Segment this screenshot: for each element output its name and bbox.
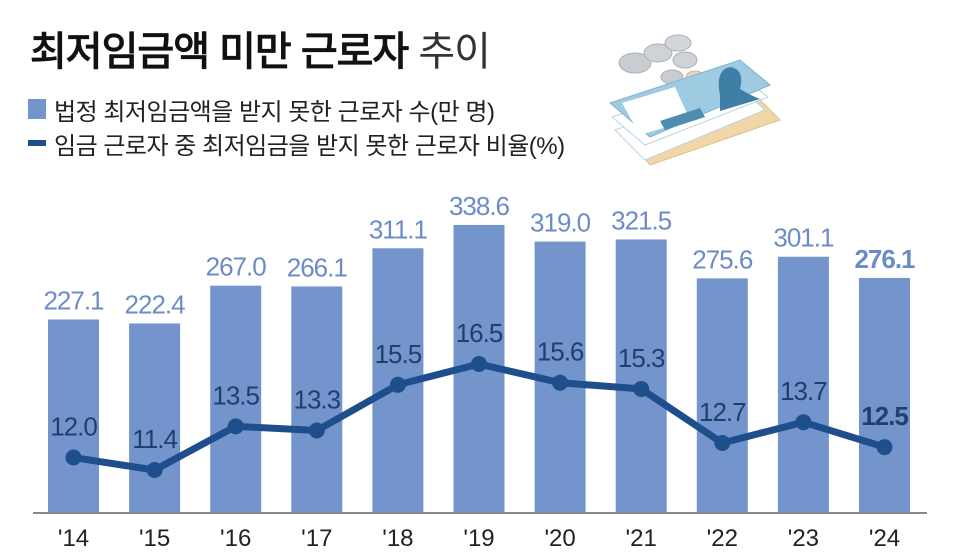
money-bills-coins-icon <box>608 34 781 166</box>
bar <box>859 277 910 512</box>
x-tick-label: '15 <box>139 525 170 552</box>
bar <box>48 319 99 512</box>
bar <box>129 323 181 512</box>
line-point <box>389 376 406 393</box>
bar <box>777 256 829 512</box>
bar <box>291 286 343 512</box>
line-point <box>552 374 569 391</box>
line-point <box>308 422 325 439</box>
line-value-label: 15.6 <box>537 337 584 367</box>
line-value-label: 13.5 <box>212 380 259 410</box>
line-point <box>876 439 893 456</box>
bar <box>210 285 262 512</box>
line-series: 12.0 11.4 13.5 13.3 15.5 16.5 15.6 15.3 12.7 13.7… <box>50 318 909 478</box>
line-value-label: 12.0 <box>50 412 97 442</box>
x-tick-label: '18 <box>382 525 413 552</box>
bar-value-label: 227.1 <box>43 285 104 315</box>
x-tick-label: '21 <box>626 525 657 552</box>
line-point <box>146 462 163 478</box>
line-value-label: 12.5 <box>861 401 908 431</box>
bar-swatch-icon <box>28 99 46 119</box>
x-tick-label: '14 <box>58 525 89 552</box>
bar <box>696 278 748 512</box>
chart-title: 최저임금액 미만 근로자 추이 <box>30 28 491 76</box>
bar-value-label: 222.4 <box>125 289 186 319</box>
x-tick-label: '22 <box>707 525 738 552</box>
line-point <box>633 380 650 397</box>
bar-value-label: 267.0 <box>206 252 267 282</box>
line-swatch-icon <box>28 140 46 146</box>
bar-value-label: 321.5 <box>611 205 672 235</box>
line-point <box>795 414 812 431</box>
bar-value-label: 311.1 <box>369 214 428 244</box>
x-tick-label: '24 <box>869 525 900 552</box>
line-point <box>227 418 244 435</box>
legend-item-bar: 법정 최저임금액을 받지 못한 근로자 수(만 명) <box>28 92 565 126</box>
x-axis-labels: '14 '15 '16 '17 '18 '19 '20 '21 '22 '23 '24 <box>58 525 900 552</box>
line-value-label: 13.7 <box>780 376 827 406</box>
legend-label-bar: 법정 최저임금액을 받지 못한 근로자 수(만 명) <box>54 98 495 126</box>
legend: 법정 최저임금액을 받지 못한 근로자 수(만 명) 임금 근로자 중 최저임금… <box>28 92 565 160</box>
x-tick-label: '23 <box>788 525 819 552</box>
line-point <box>65 449 82 466</box>
x-tick-label: '19 <box>463 525 494 552</box>
x-tick-label: '17 <box>301 525 332 552</box>
line-value-label: 15.5 <box>375 339 422 369</box>
line-value-label: 13.3 <box>293 385 340 415</box>
bar-series: 227.1 222.4 267.0 266.1 311.1 338.6 319.0 321.5… <box>43 191 916 512</box>
line-point <box>471 356 487 372</box>
line-value-label: 15.3 <box>618 343 665 373</box>
legend-item-line: 임금 근로자 중 최저임금을 받지 못한 근로자 비율(%) <box>28 126 565 160</box>
bar-value-label: 266.1 <box>287 252 348 282</box>
legend-label-line: 임금 근로자 중 최저임금을 받지 못한 근로자 비율(%) <box>54 132 565 160</box>
bar-value-label: 319.0 <box>530 208 591 238</box>
bar-value-label: 338.6 <box>449 191 510 221</box>
x-tick-label: '16 <box>220 525 251 552</box>
line-value-label: 16.5 <box>456 318 503 348</box>
bar-value-label: 301.1 <box>773 223 834 253</box>
bar-value-label: 275.6 <box>692 244 753 274</box>
bar-value-label: 276.1 <box>854 244 915 274</box>
bar <box>615 239 667 512</box>
line-value-label: 11.4 <box>132 424 177 454</box>
line-point <box>714 434 731 451</box>
title-light: 추이 <box>418 30 491 74</box>
line-value-label: 12.7 <box>699 397 746 427</box>
title-bold: 최저임금액 미만 근로자 <box>30 30 409 74</box>
x-tick-label: '20 <box>544 525 575 552</box>
